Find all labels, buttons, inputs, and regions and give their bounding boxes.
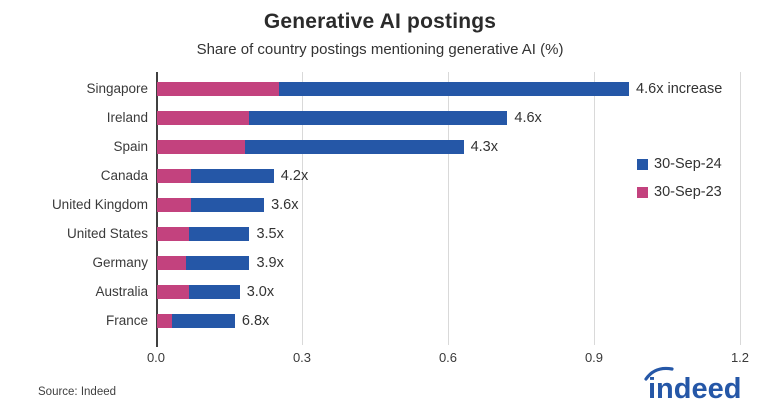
bar-row-united-states: United States 3.5x [0, 219, 760, 248]
bar-2024 [278, 81, 630, 96]
y-axis-label: Canada [100, 168, 148, 183]
gridline [302, 72, 303, 345]
bar-2023 [157, 110, 250, 125]
gridline [448, 72, 449, 345]
x-tick-label: 0.0 [146, 350, 166, 365]
x-tick-label: 1.2 [730, 350, 750, 365]
legend-swatch-2023 [637, 186, 648, 198]
legend: 30-Sep-24 30-Sep-23 [637, 153, 722, 209]
bar-2024 [171, 313, 235, 328]
bar-2024 [186, 255, 250, 270]
legend-label: 30-Sep-24 [654, 156, 722, 172]
y-axis-label: France [105, 313, 148, 328]
bar-value-label: 4.6x increase [636, 80, 723, 97]
bar-value-label: 3.9x [256, 254, 284, 271]
y-axis-label: Germany [92, 255, 148, 270]
bar-2023 [157, 168, 192, 183]
bar-value-label: 3.6x [271, 196, 299, 213]
bar-2023 [157, 226, 189, 241]
y-axis-label: United Kingdom [51, 197, 148, 212]
bar-row-germany: Germany 3.9x [0, 248, 760, 277]
logo-swoosh-icon [644, 366, 674, 381]
y-axis-label: Ireland [106, 110, 148, 125]
legend-label: 30-Sep-23 [654, 184, 722, 200]
gridline [594, 72, 595, 345]
gridline [740, 72, 741, 345]
chart-subtitle: Share of country postings mentioning gen… [196, 41, 564, 58]
x-tick-label: 0.9 [584, 350, 604, 365]
bar-value-label: 4.6x [514, 109, 542, 126]
bar-2023 [157, 139, 245, 154]
y-axis-line [156, 72, 158, 347]
logo-wordmark: indeed [648, 373, 741, 404]
bar-2024 [188, 284, 240, 299]
x-tick-label: 0.3 [292, 350, 312, 365]
bar-value-label: 3.5x [256, 225, 284, 242]
bar-2024 [249, 110, 508, 125]
bar-2024 [191, 168, 274, 183]
legend-item-2024: 30-Sep-24 [637, 153, 722, 175]
y-axis-label: Singapore [86, 81, 148, 96]
bar-2023 [157, 284, 189, 299]
bar-rows: Singapore 4.6x increase Ireland 4.6x Spa… [0, 74, 760, 335]
bar-row-singapore: Singapore 4.6x increase [0, 74, 760, 103]
bar-2024 [244, 139, 464, 154]
bar-value-label: 4.3x [470, 138, 499, 155]
bar-value-label: 4.2x [280, 167, 309, 184]
bar-row-canada: Canada 4.2x [0, 161, 760, 190]
bar-value-label: 6.8x [241, 312, 270, 329]
bar-row-spain: Spain 4.3x [0, 132, 760, 161]
indeed-logo: indeed [642, 364, 750, 409]
bar-2023 [157, 81, 279, 96]
bar-row-united-kingdom: United Kingdom 3.6x [0, 190, 760, 219]
bar-2024 [191, 197, 265, 212]
bar-2024 [188, 226, 250, 241]
bar-row-australia: Australia 3.0x [0, 277, 760, 306]
bar-2023 [157, 255, 187, 270]
y-axis-label: Australia [95, 284, 148, 299]
chart-title: Generative AI postings [263, 10, 497, 33]
bar-row-ireland: Ireland 4.6x [0, 103, 760, 132]
x-tick-label: 0.6 [438, 350, 458, 365]
bar-row-france: France 6.8x [0, 306, 760, 335]
legend-item-2023: 30-Sep-23 [637, 181, 722, 203]
bar-2023 [157, 313, 172, 328]
bar-value-label: 3.0x [246, 283, 275, 300]
source-note: Source: Indeed [38, 386, 117, 398]
y-axis-label: Spain [113, 139, 148, 154]
y-axis-label: United States [66, 226, 148, 241]
legend-swatch-2024 [637, 158, 648, 170]
bar-2023 [157, 197, 192, 212]
